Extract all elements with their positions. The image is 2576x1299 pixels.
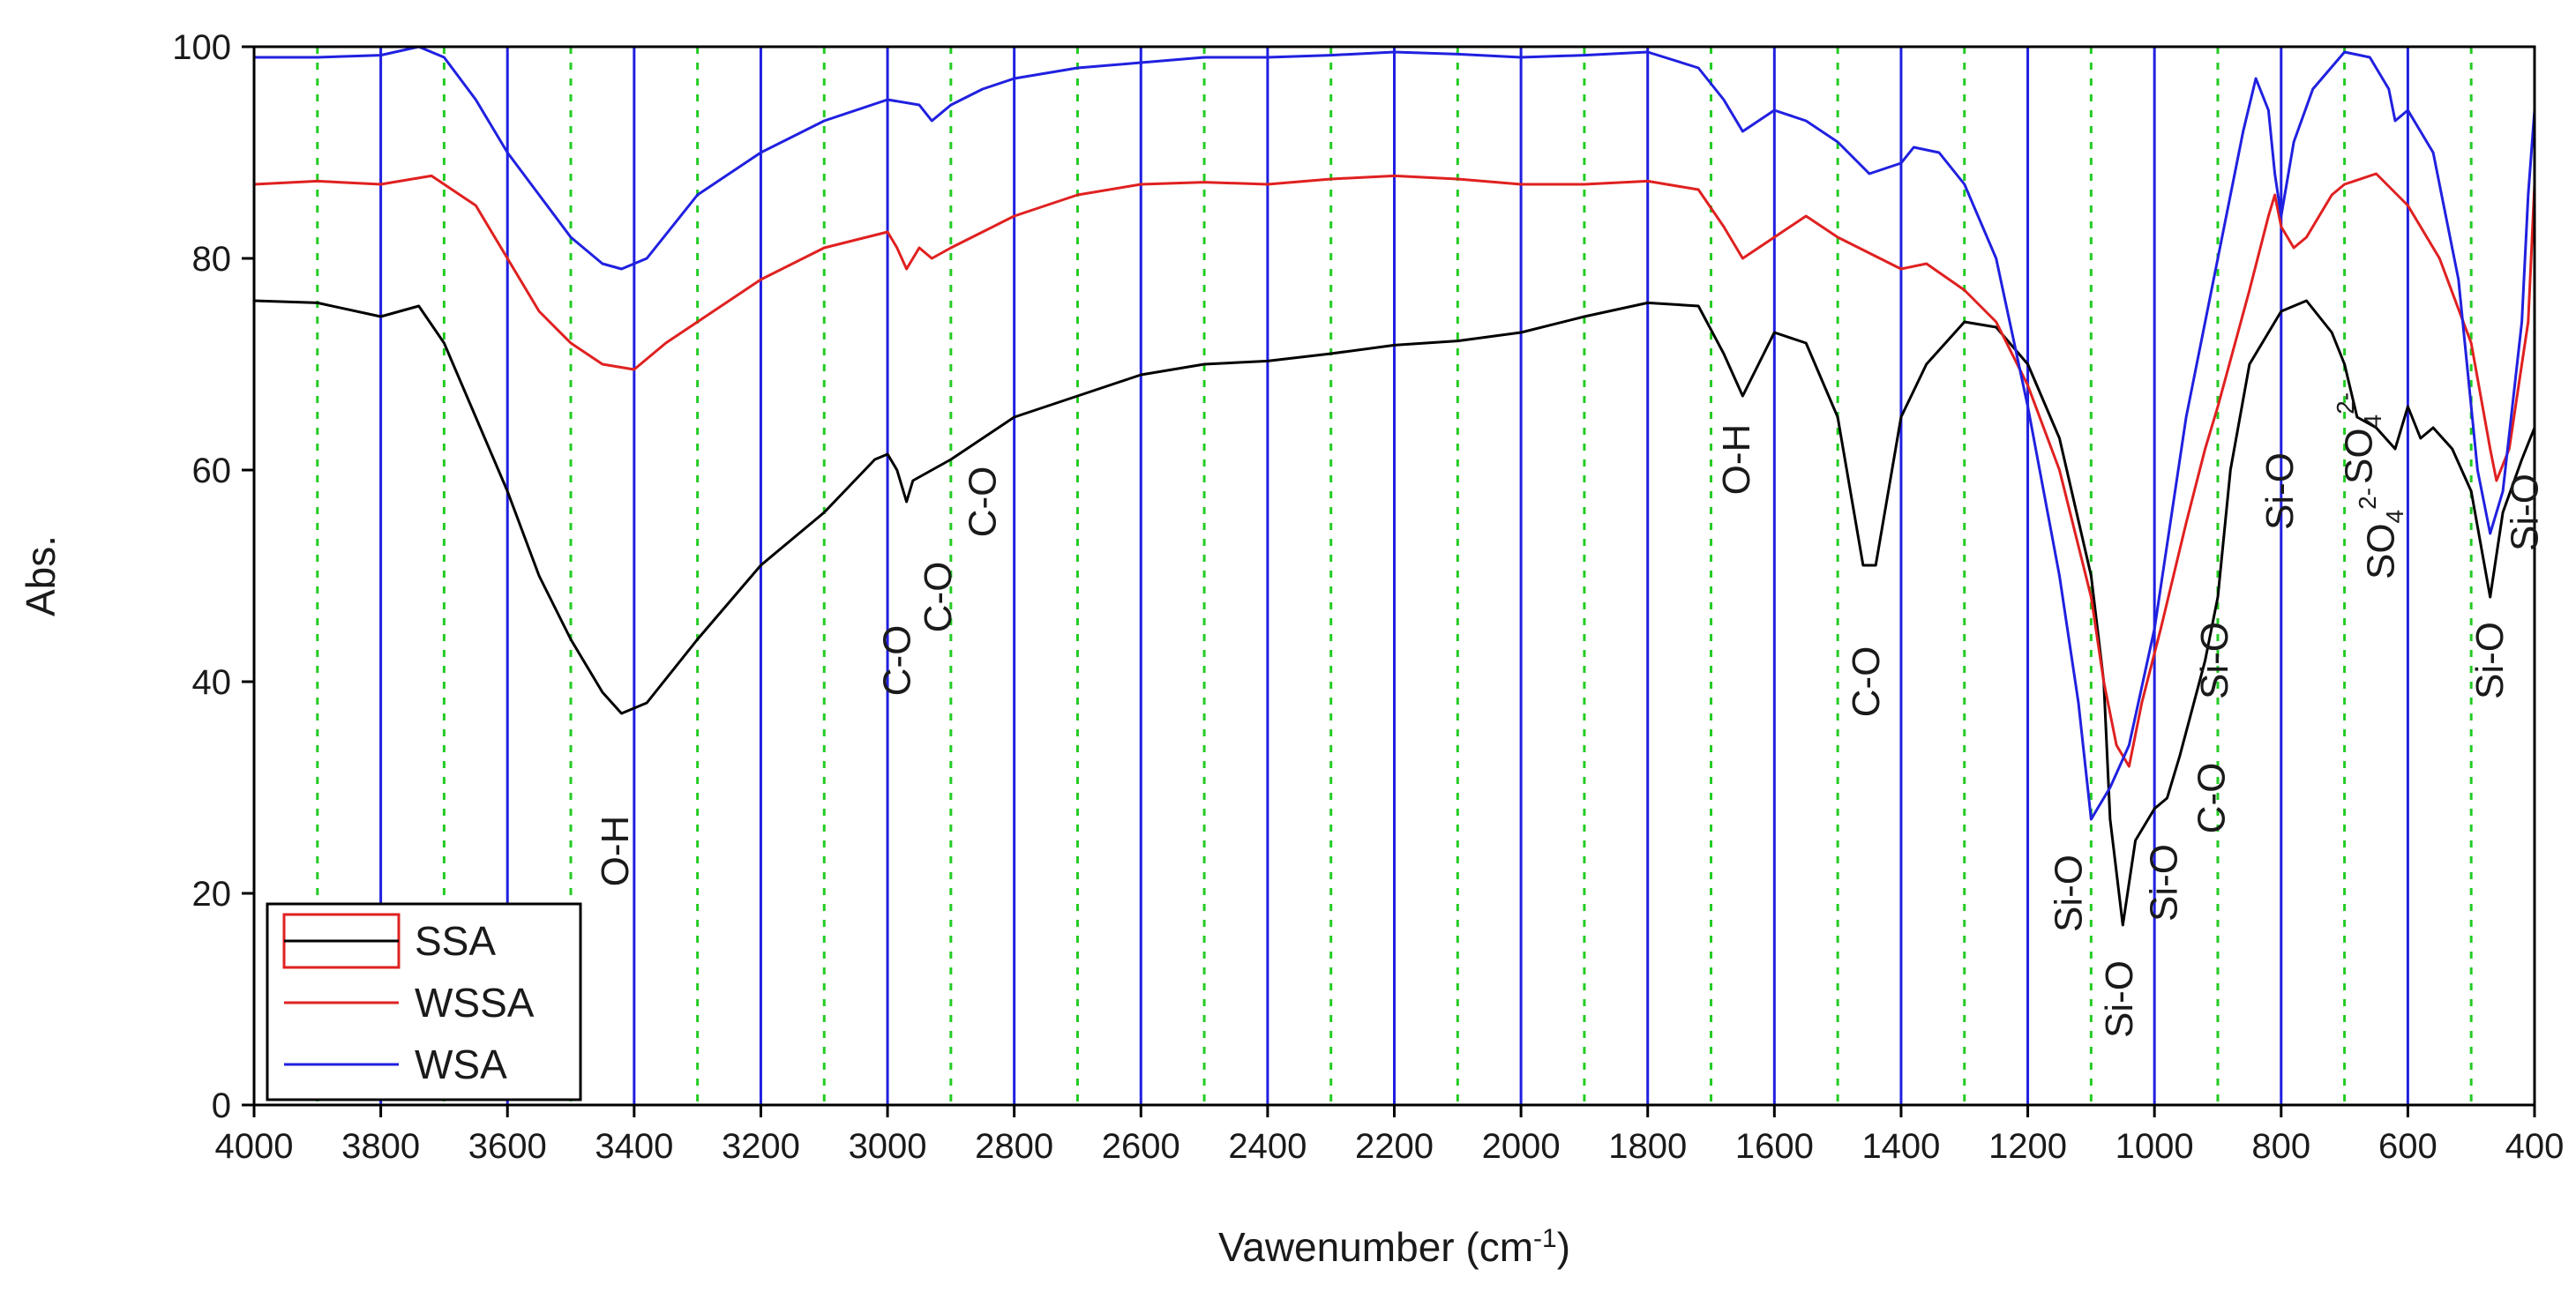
x-tick-label: 1200 bbox=[1988, 1127, 2067, 1166]
legend: SSA WSSA WSA bbox=[266, 902, 582, 1101]
y-tick-label: 60 bbox=[192, 452, 232, 490]
x-tick-label: 2200 bbox=[1355, 1127, 1434, 1166]
x-tick-label: 1600 bbox=[1735, 1127, 1814, 1166]
x-axis-label: Vawenumber (cm-1) bbox=[1218, 1224, 1570, 1271]
legend-label-ssa: SSA bbox=[415, 918, 496, 964]
peak-label: Si-O bbox=[2048, 855, 2091, 932]
x-tick-label: 3800 bbox=[341, 1127, 420, 1166]
x-tick-label: 400 bbox=[2505, 1127, 2565, 1166]
x-tick-label: 1000 bbox=[2115, 1127, 2194, 1166]
sulfate-charge: 2- bbox=[2332, 392, 2359, 414]
peak-label: O-H bbox=[1715, 424, 1758, 496]
x-tick-label: 2400 bbox=[1228, 1127, 1307, 1166]
y-axis-label: Abs. bbox=[18, 535, 64, 616]
peak-label: C-O bbox=[875, 625, 918, 697]
y-tick-label: 100 bbox=[172, 28, 231, 67]
x-axis-label-suffix: ) bbox=[1557, 1224, 1570, 1270]
peak-annotations: O-HC-OC-OC-OO-HC-OSi-OSi-OSi-OC-OSi-OSi-… bbox=[594, 392, 2547, 1038]
legend-label-wsa: WSA bbox=[415, 1041, 507, 1087]
peak-label: Si-O bbox=[2193, 622, 2236, 699]
grid-lines bbox=[316, 47, 2473, 1105]
peak-label: C-O bbox=[2190, 763, 2233, 834]
legend-box bbox=[266, 902, 582, 1101]
x-tick-label: 800 bbox=[2251, 1127, 2310, 1166]
peak-label: Si-O bbox=[2468, 622, 2512, 699]
x-axis-label-superscript: -1 bbox=[1533, 1224, 1557, 1253]
x-axis-label-main: Vawenumber (cm bbox=[1218, 1224, 1533, 1270]
x-tick-label: 3000 bbox=[849, 1127, 927, 1166]
peak-label: O-H bbox=[594, 816, 637, 887]
peak-label: Si-O bbox=[2142, 844, 2185, 922]
x-tick-label: 2800 bbox=[975, 1127, 1053, 1166]
data-series bbox=[253, 45, 2536, 927]
x-tick-label: 2000 bbox=[1482, 1127, 1561, 1166]
peak-label: C-O bbox=[1845, 646, 1888, 718]
x-tick-label: 1800 bbox=[1608, 1127, 1687, 1166]
axis-ticks: 4000 3800 3600 3400 3200 3000 2800 2600 2400 2200… bbox=[172, 28, 2564, 1166]
y-tick-label: 40 bbox=[192, 663, 232, 702]
series-line-wsa bbox=[254, 45, 2536, 821]
x-tick-label: 3400 bbox=[595, 1127, 673, 1166]
x-tick-label: 1400 bbox=[1861, 1127, 1940, 1166]
x-tick-label: 3200 bbox=[722, 1127, 800, 1166]
x-tick-label: 4000 bbox=[215, 1127, 294, 1166]
legend-label-wssa: WSSA bbox=[415, 980, 535, 1026]
series-line-wssa bbox=[253, 172, 2536, 768]
peak-label: Si-O bbox=[2504, 474, 2547, 551]
series-line-ssa bbox=[253, 299, 2536, 927]
peak-label: C-O bbox=[917, 562, 960, 633]
y-tick-label: 20 bbox=[192, 875, 232, 914]
x-tick-label: 2600 bbox=[1102, 1127, 1180, 1166]
sulfate-subscript: 4 bbox=[2359, 414, 2386, 429]
peak-label: Si-O bbox=[2098, 960, 2141, 1038]
sulfate-charge: 2- bbox=[2354, 488, 2381, 510]
x-tick-label: 600 bbox=[2378, 1127, 2437, 1166]
peak-label: Si-O bbox=[2258, 452, 2302, 530]
y-tick-label: 0 bbox=[212, 1086, 231, 1125]
y-tick-label: 80 bbox=[192, 240, 232, 279]
peak-label: C-O bbox=[961, 467, 1004, 538]
sulfate-subscript: 4 bbox=[2381, 510, 2408, 524]
x-tick-label: 3600 bbox=[468, 1127, 547, 1166]
